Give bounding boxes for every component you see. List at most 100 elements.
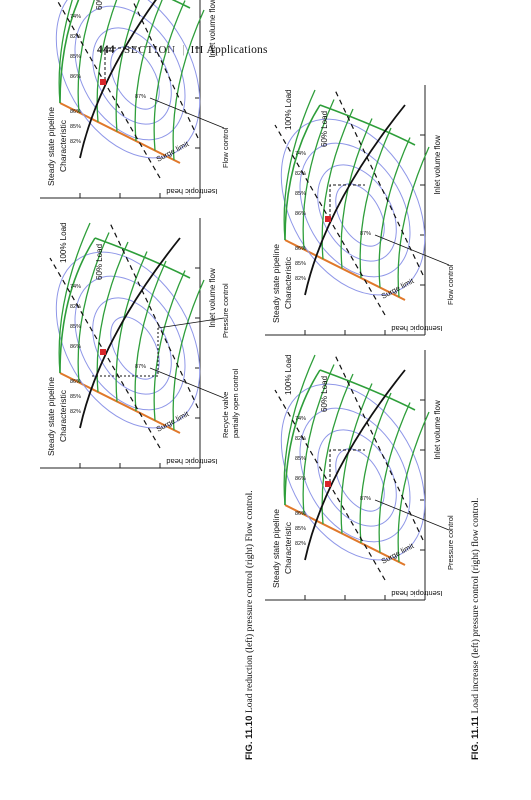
callout-leader-1 — [149, 97, 225, 129]
efficiency-label: 87% — [135, 364, 146, 370]
efficiency-label: 86% — [295, 511, 306, 517]
load-60-label: 60% Load — [95, 244, 104, 280]
efficiency-label: 82% — [70, 409, 81, 415]
caption-text: Load increase (left) pressure control (r… — [470, 498, 481, 714]
speed-line — [378, 402, 411, 553]
load-boundary-60 — [334, 354, 424, 541]
speed-line — [58, 222, 91, 374]
compressor-map-panel: Isentropic head Inlet volume flow 82% 85% 86… — [265, 350, 455, 601]
callout-leader-1 — [374, 234, 450, 266]
load-100-curve — [284, 369, 321, 506]
figure-caption: FIG. 11.10 Load reduction (left) pressur… — [244, 490, 255, 760]
choke-line — [319, 104, 416, 146]
pipeline-characteristic-curve — [304, 369, 406, 561]
efficiency-contour — [55, 0, 201, 159]
load-60-label: 60% Load — [320, 111, 329, 147]
steady-state-label: Steady state pipeline — [271, 509, 281, 588]
speed-line — [359, 127, 392, 279]
efficiency-label: 87% — [360, 496, 371, 502]
pipeline-characteristic-curve — [79, 237, 181, 429]
speed-line — [340, 383, 373, 534]
speed-line — [172, 279, 205, 431]
load-100-curve — [59, 237, 96, 374]
steady-state-label: Steady state pipeline — [46, 107, 56, 186]
load-boundary-60 — [334, 89, 424, 276]
speed-line — [134, 260, 167, 412]
section-label: SECTION — [123, 44, 176, 56]
efficiency-label: 82% — [295, 541, 306, 547]
efficiency-label: 86% — [70, 344, 81, 350]
load-60-label: 60% Load — [320, 376, 329, 412]
speed-line — [96, 0, 129, 123]
steady-state-label: Steady state pipeline — [46, 377, 56, 456]
efficiency-label: 82% — [70, 34, 81, 40]
speed-line — [359, 392, 392, 544]
callout-label-1: Flow control — [221, 127, 230, 168]
speed-line — [115, 0, 148, 132]
efficiency-contour — [55, 251, 201, 429]
efficiency-label: 87% — [360, 231, 371, 237]
callout-leader-1 — [374, 499, 450, 531]
callout-leader-1 — [149, 367, 225, 399]
load-100-label: 100% Load — [284, 355, 293, 395]
efficiency-label: 86% — [295, 476, 306, 482]
x-axis-label: Inlet volume flow — [208, 0, 217, 58]
speed-line — [153, 0, 186, 151]
efficiency-label: 86% — [295, 246, 306, 252]
load-100-label: 100% Load — [284, 90, 293, 130]
efficiency-contour — [280, 118, 426, 296]
control-path — [329, 449, 365, 482]
efficiency-label: 85% — [70, 54, 81, 60]
compressor-map-panel: Isentropic head Inlet volume flow 82% 85% 86… — [40, 0, 230, 199]
speed-line — [397, 146, 430, 298]
efficiency-label: 74% — [295, 151, 306, 157]
x-axis-label: Inlet volume flow — [433, 135, 442, 195]
efficiency-contour — [299, 142, 411, 278]
efficiency-label: 87% — [135, 94, 146, 100]
efficiency-label: 74% — [70, 284, 81, 290]
y-axis-label: Isentropic head — [391, 324, 442, 333]
x-axis-label: Inlet volume flow — [433, 400, 442, 460]
figure-caption: FIG. 11.11 Load increase (left) pressure… — [470, 498, 481, 760]
compressor-map-panel: Isentropic head Inlet volume flow 82% 85% 86… — [40, 218, 240, 469]
characteristic-label: Characteristic — [283, 521, 293, 574]
efficiency-label: 85% — [70, 394, 81, 400]
load-boundary-60 — [109, 0, 199, 139]
efficiency-contour — [280, 383, 426, 561]
y-axis-label: Isentropic head — [166, 457, 217, 466]
efficiency-label: 86% — [70, 109, 81, 115]
operating-point-marker — [100, 349, 106, 355]
surge-limit-line — [59, 372, 181, 434]
load-100-label: 100% Load — [59, 223, 68, 263]
load-100-curve — [284, 104, 321, 241]
efficiency-label: 85% — [295, 456, 306, 462]
speed-line — [115, 251, 148, 402]
choke-line — [94, 0, 191, 9]
x-axis-label: Inlet volume flow — [208, 268, 217, 328]
control-path — [104, 47, 140, 80]
speed-line — [172, 9, 205, 161]
caption-text: Load reduction (left) pressure control (… — [244, 490, 255, 713]
choke-line — [94, 237, 191, 279]
efficiency-label: 74% — [70, 14, 81, 20]
callout-leader-2 — [157, 317, 225, 329]
pipeline-characteristic-curve — [79, 0, 181, 159]
header-separator: | — [182, 44, 185, 56]
callout-label-1: Pressure control — [446, 515, 455, 570]
efficiency-label: 82% — [295, 171, 306, 177]
efficiency-label: 85% — [295, 526, 306, 532]
speed-line — [302, 364, 335, 515]
speed-line — [77, 232, 110, 383]
pipeline-characteristic-curve — [304, 104, 406, 296]
efficiency-label: 86% — [70, 379, 81, 385]
load-100-curve — [59, 0, 96, 104]
speed-line — [153, 270, 186, 421]
speed-line — [302, 99, 335, 250]
compressor-map-panel: Isentropic head Inlet volume flow 82% 85% 86… — [265, 85, 455, 336]
speed-line — [378, 137, 411, 288]
efficiency-contour — [74, 5, 186, 141]
characteristic-label: Characteristic — [283, 256, 293, 309]
caption-label: FIG. 11.11 — [470, 714, 481, 760]
characteristic-label: Characteristic — [58, 119, 68, 172]
